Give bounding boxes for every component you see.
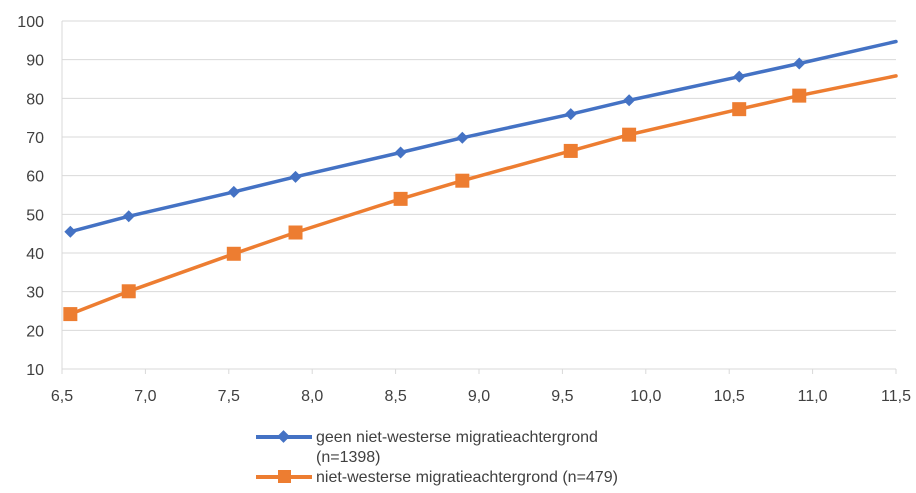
data-point-square [622, 127, 637, 142]
x-tick-label: 8,5 [384, 388, 406, 405]
series-layer [63, 39, 898, 322]
x-tick-label: 9,0 [468, 388, 490, 405]
y-tick-label: 90 [26, 53, 44, 70]
data-point-square [226, 246, 241, 261]
x-tick-label: 11,0 [798, 388, 828, 405]
data-point-diamond [64, 225, 77, 238]
data-point-diamond [733, 70, 746, 83]
legend-label-geen-line2: (n=1398) [316, 449, 381, 466]
data-point-diamond [227, 185, 240, 198]
x-tick-label: 10,0 [630, 388, 661, 405]
y-tick-label: 60 [26, 169, 44, 186]
legend-label-niet: niet-westerse migratieachtergrond (n=479… [316, 469, 618, 486]
series-line-1 [68, 74, 898, 316]
y-tick-label: 80 [26, 91, 44, 108]
legend-label-geen-line1: geen niet-westerse migratieachtergrond [316, 429, 598, 446]
data-point-diamond [394, 146, 407, 159]
legend-item-geen: geen niet-westerse migratieachtergrond (… [256, 428, 716, 468]
data-point-square [288, 225, 303, 240]
x-tick-label: 8,0 [301, 388, 323, 405]
y-tick-label: 30 [26, 285, 44, 302]
square-marker-icon [278, 470, 291, 483]
diamond-marker-icon [277, 430, 290, 443]
y-tick-label: 50 [26, 207, 44, 224]
x-axis-ticks: 6,5 7,0 7,5 8,0 8,5 9,0 9,5 10,0 10,5 11,0 11,5 [51, 369, 911, 405]
data-point-square [121, 284, 136, 299]
data-point-diamond [456, 131, 469, 144]
gridlines [61, 20, 896, 370]
line-chart: 10 20 30 40 50 60 70 80 90 100 6,5 7,0 7,5 8,0 8,5 9,0… [17, 14, 911, 405]
y-tick-label: 70 [26, 130, 44, 147]
data-point-diamond [623, 94, 636, 107]
y-tick-label: 40 [26, 246, 44, 263]
x-tick-label: 10,5 [714, 388, 745, 405]
x-tick-label: 7,0 [134, 388, 156, 405]
data-point-square [732, 102, 747, 117]
data-point-square [792, 88, 807, 103]
y-axis-ticks: 10 20 30 40 50 60 70 80 90 100 [17, 14, 44, 379]
legend-item-niet: niet-westerse migratieachtergrond (n=479… [256, 468, 716, 488]
x-tick-label: 6,5 [51, 388, 73, 405]
data-point-square [455, 173, 470, 188]
x-tick-label: 9,5 [551, 388, 573, 405]
data-point-diamond [564, 108, 577, 121]
data-point-square [393, 191, 408, 206]
data-point-diamond [289, 170, 302, 183]
data-point-square [563, 143, 578, 158]
data-point-diamond [793, 57, 806, 70]
y-tick-label: 20 [26, 323, 44, 340]
data-point-square [63, 307, 78, 322]
y-tick-label: 10 [26, 362, 44, 379]
legend: geen niet-westerse migratieachtergrond (… [256, 428, 716, 488]
x-tick-label: 7,5 [218, 388, 240, 405]
y-tick-label: 100 [17, 14, 44, 31]
data-point-diamond [122, 210, 135, 223]
x-tick-label: 11,5 [881, 388, 911, 405]
